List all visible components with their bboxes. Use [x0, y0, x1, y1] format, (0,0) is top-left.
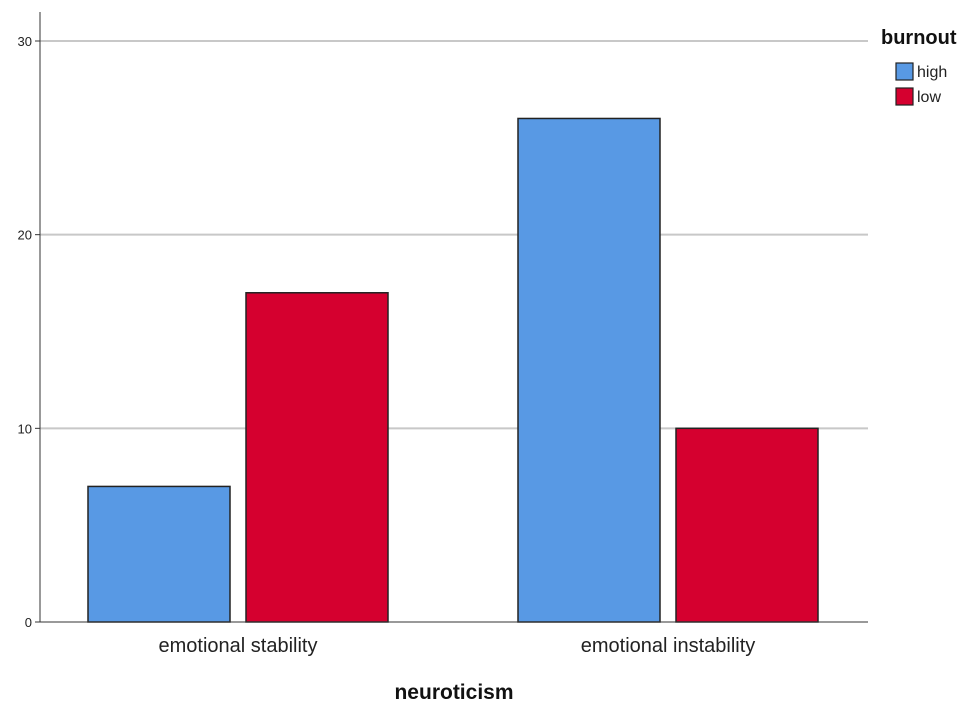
y-tick-label-10: 10 — [18, 421, 32, 436]
bar-emotional-stability-high — [87, 485, 231, 623]
legend-title: burnout — [881, 27, 957, 49]
legend: burnout high low — [881, 27, 957, 106]
legend-items: high low — [895, 62, 947, 106]
x-axis-title: neuroticism — [394, 681, 513, 704]
y-tick-label-30: 30 — [18, 34, 32, 49]
legend-label-high: high — [917, 64, 947, 81]
legend-label-low: low — [917, 89, 941, 106]
legend-swatch-high — [895, 62, 914, 81]
x-category-label-1: emotional instability — [581, 635, 756, 657]
y-ticks: 0 10 20 30 — [18, 34, 40, 630]
y-tick-label-20: 20 — [18, 228, 32, 243]
y-tick-label-0: 0 — [25, 615, 32, 630]
x-category-label-0: emotional stability — [159, 635, 318, 657]
legend-swatch-low — [895, 87, 914, 106]
bar-emotional-stability-low — [245, 292, 389, 623]
x-category-labels: emotional stability emotional instability — [159, 635, 756, 657]
bar-emotional-instability-high — [517, 117, 661, 623]
axes — [39, 12, 868, 623]
bars — [87, 117, 819, 623]
bar-emotional-instability-low — [675, 427, 819, 623]
gridlines — [40, 40, 868, 430]
